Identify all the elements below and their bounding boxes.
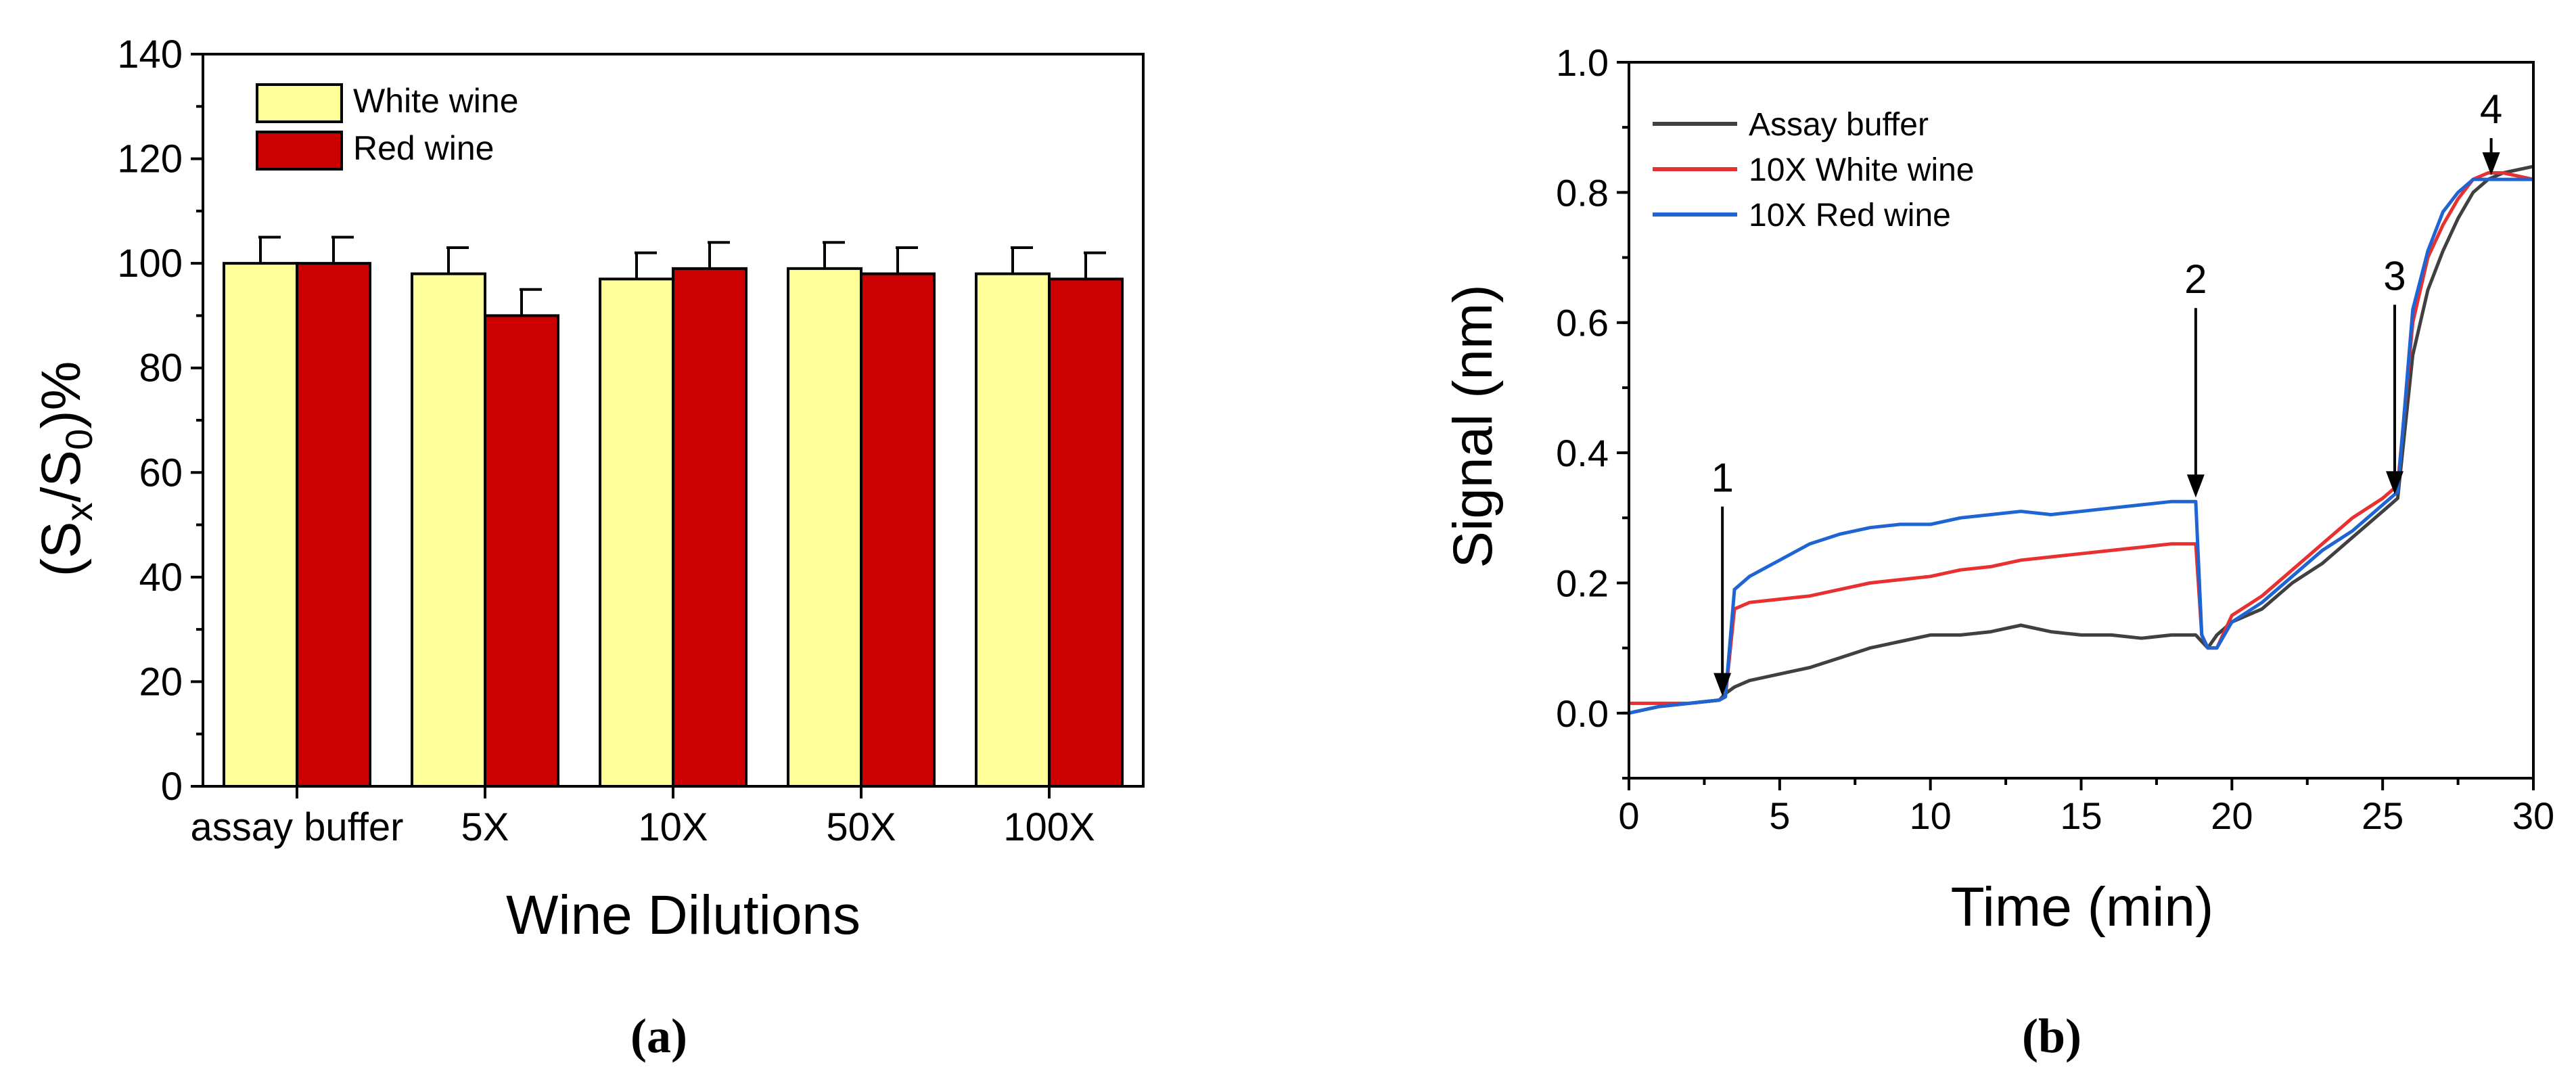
b-annotation-arrow-head-2	[2186, 474, 2205, 498]
b-axes-frame	[1628, 61, 2535, 780]
a-x-tick-label: 5X	[461, 805, 509, 849]
b-x-tick-label: 15	[2060, 794, 2102, 837]
a-x-tick-label: 100X	[1003, 805, 1095, 849]
panel-b-line-chart: 0.0 0.2 0.4 0.6 0.8 1.0 0 5 10 15 20 25 30 1 2 3 4 Ass…	[1442, 41, 2554, 1063]
b-annotation-label-4: 4	[2480, 87, 2502, 132]
b-annotation-label-2: 2	[2184, 256, 2207, 302]
b-series-line-assay-buffer	[1628, 164, 2534, 715]
b-series-line-10x-white-wine	[1629, 171, 2534, 705]
a-x-axis-label: Wine Dilutions	[506, 884, 860, 946]
a-legend-swatch-white-wine	[256, 83, 343, 123]
b-y-tick-label: 0.4	[1556, 432, 1609, 474]
b-x-tick-label: 0	[1618, 794, 1639, 837]
b-x-tick-label: 5	[1769, 794, 1790, 837]
a-y-tick-label: 20	[139, 660, 183, 704]
a-x-tick-label: assay buffer	[191, 805, 404, 849]
b-x-axis-label: Time (min)	[1951, 876, 2214, 938]
b-panel-label: (b)	[2022, 1009, 2082, 1063]
a-bar-red-wine-5x	[484, 314, 559, 788]
b-legend: Assay buffer 10X White wine 10X Red wine	[1653, 107, 1975, 233]
b-y-tick-label: 0.0	[1556, 692, 1609, 735]
a-bar-white-wine-5x	[411, 272, 486, 788]
b-y-tick-label: 1.0	[1556, 41, 1609, 84]
a-y-tick-label: 100	[117, 242, 183, 286]
b-annotation-arrow-head-4	[2482, 152, 2500, 176]
panel-a-bar-chart: 0 20 40 60 80 100 120 140 assay buffer 5X 10X 50X 1…	[30, 32, 1145, 1063]
a-panel-label: (a)	[630, 1009, 687, 1063]
b-x-tick-label: 30	[2512, 794, 2554, 837]
a-bar-red-wine-50x	[860, 272, 936, 788]
b-annotation-label-1: 1	[1711, 455, 1733, 501]
a-y-axis: 0 20 40 60 80 100 120 140	[117, 32, 203, 809]
a-x-tick-label: 10X	[638, 805, 708, 849]
a-y-tick-label: 40	[139, 556, 183, 600]
a-bar-white-wine-10x	[599, 277, 674, 788]
b-legend-label-white-wine: 10X White wine	[1749, 152, 1975, 188]
b-y-axis-label: Signal (nm)	[1442, 284, 1504, 568]
a-legend-label-red-wine: Red wine	[353, 129, 494, 167]
a-x-axis: assay buffer 5X 10X 50X 100X	[191, 786, 1095, 849]
a-y-tick-label: 120	[117, 137, 183, 181]
b-y-tick-label: 0.2	[1556, 562, 1609, 604]
a-bar-white-wine-50x	[787, 267, 862, 788]
a-legend: White wine Red wine	[256, 82, 519, 171]
b-annotation-arrow-head-1	[1714, 673, 1732, 696]
a-x-tick-label: 50X	[826, 805, 896, 849]
a-bars	[223, 235, 1124, 788]
a-bar-red-wine-assay-buffer	[296, 262, 371, 788]
b-x-axis: 0 5 10 15 20 25 30	[1618, 778, 2554, 837]
b-series-line-10x-red-wine	[1628, 177, 2533, 715]
a-bar-white-wine-assay-buffer	[223, 262, 298, 788]
b-series-lines	[1628, 164, 2534, 715]
a-bar-white-wine-100x	[975, 272, 1051, 788]
a-bar-red-wine-100x	[1048, 277, 1124, 788]
b-x-tick-label: 10	[1910, 794, 1952, 837]
b-legend-label-red-wine: 10X Red wine	[1749, 198, 1951, 233]
b-y-tick-label: 0.8	[1556, 171, 1609, 214]
a-y-tick-label: 140	[117, 32, 183, 76]
b-annotation-arrow-head-3	[2385, 471, 2404, 495]
a-y-tick-label: 60	[139, 451, 183, 495]
a-axes-frame	[202, 53, 1145, 788]
b-y-axis: 0.0 0.2 0.4 0.6 0.8 1.0	[1556, 41, 1629, 780]
a-y-tick-label: 0	[161, 765, 183, 809]
a-legend-swatch-red-wine	[256, 131, 343, 171]
b-x-tick-label: 25	[2362, 794, 2404, 837]
b-annotations: 1 2 3 4	[1711, 87, 2502, 696]
b-y-tick-label: 0.6	[1556, 302, 1609, 344]
a-y-tick-label: 80	[139, 346, 183, 390]
b-annotation-label-3: 3	[2383, 253, 2406, 298]
b-legend-label-assay-buffer: Assay buffer	[1749, 107, 1929, 143]
a-legend-label-white-wine: White wine	[353, 82, 519, 120]
a-bar-red-wine-10x	[672, 267, 748, 788]
a-y-axis-label: (Sx/S0)%	[30, 361, 100, 577]
b-x-tick-label: 20	[2211, 794, 2253, 837]
